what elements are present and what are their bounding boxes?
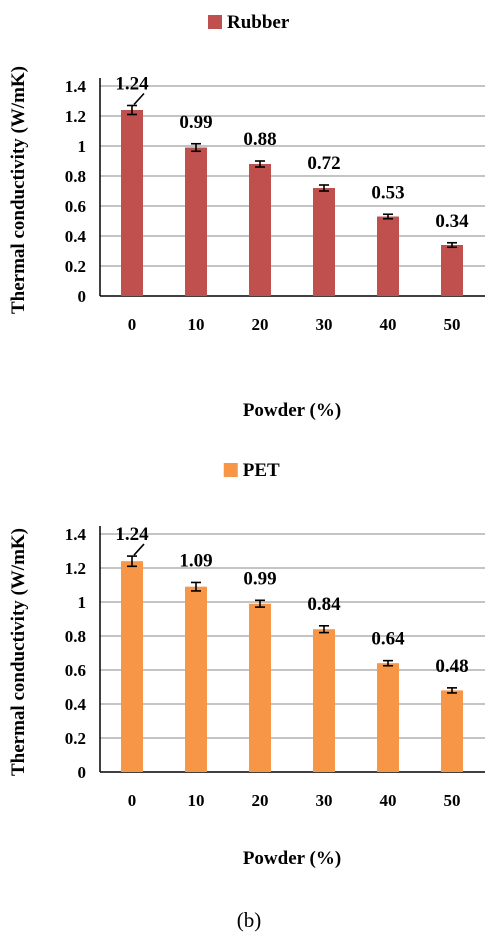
- error-bar: [255, 160, 265, 168]
- y-tick-label: 0.6: [65, 661, 86, 680]
- y-tick-label: 0.8: [65, 167, 86, 186]
- error-bar: [191, 142, 201, 153]
- error-bar: [127, 104, 137, 116]
- label-leader-line: [133, 543, 145, 556]
- y-tick-label: 1.2: [65, 107, 86, 126]
- x-axis-title: Powder (%): [243, 400, 341, 421]
- x-tick-label: 0: [128, 315, 137, 334]
- y-tick-label: 0: [78, 763, 87, 782]
- y-tick-label: 1: [78, 137, 87, 156]
- error-bar: [319, 624, 329, 634]
- y-tick-label: 1.4: [65, 525, 87, 544]
- y-tick-label: 1.2: [65, 559, 86, 578]
- x-tick-label: 40: [380, 315, 397, 334]
- bar: [185, 147, 207, 296]
- data-label: 0.84: [307, 594, 341, 615]
- y-tick-label: 0.2: [65, 729, 86, 748]
- bar: [441, 245, 463, 296]
- y-tick-label: 0: [78, 287, 87, 306]
- legend-swatch: [223, 463, 238, 477]
- label-leader-line: [133, 92, 145, 106]
- bar: [377, 216, 399, 296]
- x-axis-title: Powder (%): [243, 848, 341, 869]
- error-bar: [319, 184, 329, 192]
- x-tick-label: 30: [316, 791, 333, 810]
- data-label: 1.09: [179, 550, 212, 571]
- legend-swatch: [208, 15, 222, 29]
- error-bar: [383, 213, 393, 220]
- legend: Rubber: [208, 12, 290, 33]
- y-axis-title: Thermal conductivity (W/mK): [8, 528, 29, 776]
- error-bar: [383, 659, 393, 667]
- y-tick-label: 1.4: [65, 77, 87, 96]
- bar: [377, 663, 399, 772]
- bar: [249, 603, 271, 772]
- data-label: 0.34: [435, 211, 469, 232]
- x-tick-label: 20: [252, 315, 269, 334]
- error-bar: [255, 599, 265, 608]
- legend-label: Rubber: [227, 12, 290, 33]
- data-label: 1.24: [115, 74, 149, 95]
- data-label: 0.99: [243, 568, 276, 589]
- data-label: 0.72: [307, 153, 340, 174]
- y-tick-label: 0.8: [65, 627, 86, 646]
- bar: [121, 561, 143, 772]
- x-tick-label: 10: [188, 791, 205, 810]
- x-tick-label: 40: [380, 791, 397, 810]
- legend: PET: [223, 460, 280, 481]
- data-label: 0.48: [435, 656, 468, 677]
- bar: [441, 690, 463, 772]
- bar: [249, 164, 271, 296]
- x-tick-label: 50: [444, 315, 461, 334]
- x-tick-label: 0: [128, 791, 137, 810]
- bar: [121, 110, 143, 296]
- chart-2: PET 0 0.2 0.4 0.6 0.8 1 1.2 1.4 1.24 0 1.09 10 0.99 20…: [8, 460, 485, 869]
- data-label: 0.64: [371, 629, 405, 650]
- y-axis-title: Thermal conductivity (W/mK): [8, 66, 29, 314]
- data-label: 1.24: [115, 524, 149, 545]
- bar: [313, 188, 335, 296]
- chart-1: Rubber 0 0.2 0.4 0.6 0.8 1 1.2 1.4 1.24 0 0.99 10 0.8…: [8, 12, 485, 421]
- data-label: 0.53: [371, 182, 404, 203]
- bar: [313, 629, 335, 772]
- y-tick-label: 0.6: [65, 197, 86, 216]
- data-label: 0.99: [179, 112, 212, 133]
- x-tick-label: 30: [316, 315, 333, 334]
- y-tick-label: 0.4: [65, 227, 87, 246]
- figure-caption: (b): [236, 908, 262, 932]
- x-tick-label: 10: [188, 315, 205, 334]
- error-bar: [447, 687, 457, 694]
- data-label: 0.88: [243, 129, 276, 150]
- y-tick-label: 0.4: [65, 695, 87, 714]
- y-tick-label: 1: [78, 593, 87, 612]
- error-bar: [191, 581, 201, 592]
- y-tick-label: 0.2: [65, 257, 86, 276]
- bar: [185, 586, 207, 772]
- legend-label: PET: [243, 460, 280, 481]
- error-bar: [127, 555, 137, 568]
- x-tick-label: 20: [252, 791, 269, 810]
- error-bar: [447, 241, 457, 249]
- x-tick-label: 50: [444, 791, 461, 810]
